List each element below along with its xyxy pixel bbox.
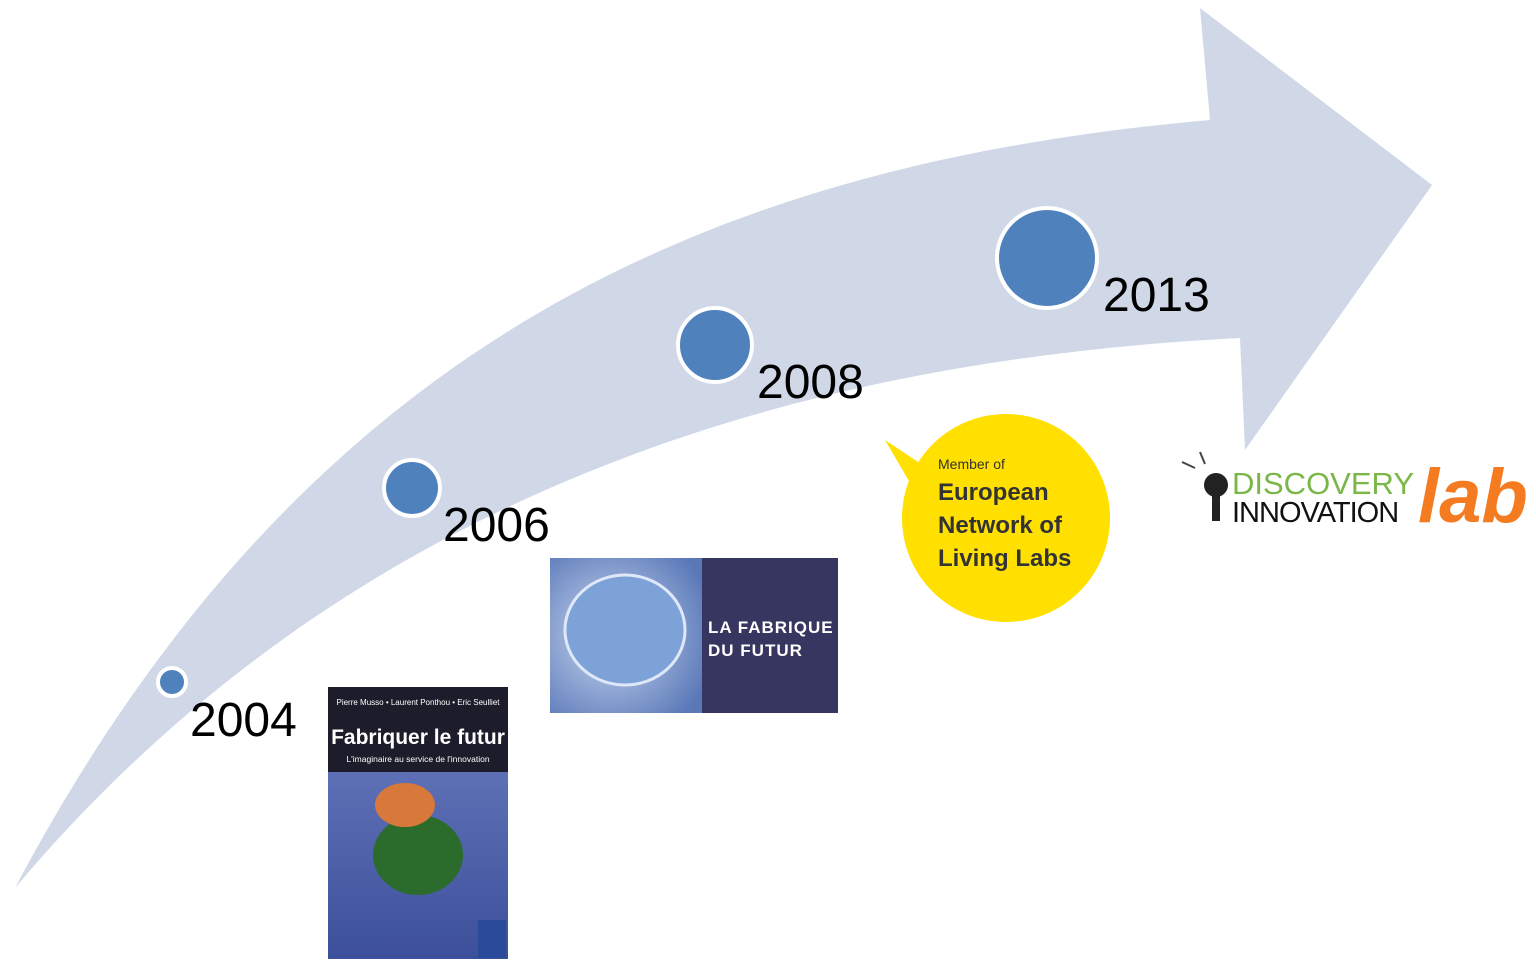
milestone-dot bbox=[384, 460, 440, 516]
year-label: 2006 bbox=[443, 499, 550, 552]
logo-text: INNOVATION bbox=[1232, 497, 1398, 529]
fabrique-logo: LA FABRIQUE DU FUTUR bbox=[550, 558, 838, 713]
book-title: Fabriquer le futur bbox=[331, 726, 505, 749]
logo-text: lab bbox=[1418, 454, 1528, 539]
logo-text: DU FUTUR bbox=[708, 641, 803, 660]
discovery-logo: DISCOVERY INNOVATION lab bbox=[1182, 452, 1528, 539]
logo-text: DISCOVERY bbox=[1232, 466, 1414, 501]
badge-text: Living Labs bbox=[938, 545, 1071, 572]
timeline-arrow bbox=[15, 8, 1432, 888]
timeline-diagram: 2004 2006 2008 2013 Pierre Musso • Laure… bbox=[0, 0, 1536, 959]
year-label: 2008 bbox=[757, 356, 864, 409]
year-label: 2004 bbox=[190, 694, 297, 747]
badge-text: Member of bbox=[938, 456, 1005, 472]
enoll-badge: Member of European Network of Living Lab… bbox=[885, 414, 1110, 622]
book-subtitle: L'imaginaire au service de l'innovation bbox=[346, 754, 489, 764]
year-label: 2013 bbox=[1103, 269, 1210, 322]
book-authors: Pierre Musso • Laurent Ponthou • Eric Se… bbox=[336, 698, 500, 707]
milestone-dot bbox=[997, 208, 1097, 308]
milestone-dot bbox=[158, 668, 186, 696]
badge-text: European bbox=[938, 479, 1049, 506]
milestone-dot bbox=[678, 308, 752, 382]
badge-text: Network of bbox=[938, 512, 1063, 539]
logo-text: LA FABRIQUE bbox=[708, 618, 834, 637]
book-cover: Pierre Musso • Laurent Ponthou • Eric Se… bbox=[328, 687, 508, 959]
page: 2004 2006 2008 2013 Pierre Musso • Laure… bbox=[0, 0, 1536, 959]
